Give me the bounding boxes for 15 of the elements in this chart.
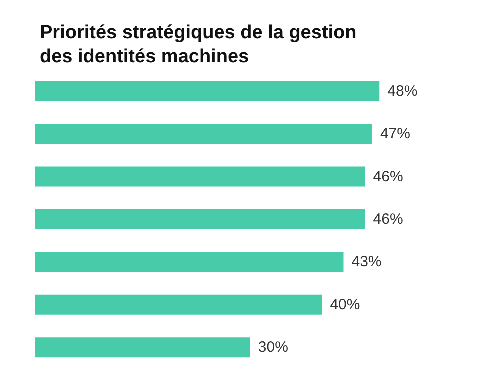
data-label: 46%	[373, 168, 404, 186]
data-label: 47%	[380, 126, 410, 143]
bar	[35, 252, 344, 272]
data-label: 48%	[388, 82, 418, 100]
bar	[35, 338, 250, 358]
data-label: 43%	[352, 254, 382, 271]
bar	[35, 124, 372, 144]
data-label: 40%	[330, 296, 360, 314]
bar	[35, 294, 322, 315]
bar	[35, 166, 366, 187]
chart-title: Priorités stratégiques de la gestion des identités machines	[40, 22, 362, 68]
bar	[35, 81, 380, 102]
bar	[35, 210, 366, 230]
data-label: 30%	[258, 339, 288, 356]
data-label: 46%	[373, 211, 404, 228]
